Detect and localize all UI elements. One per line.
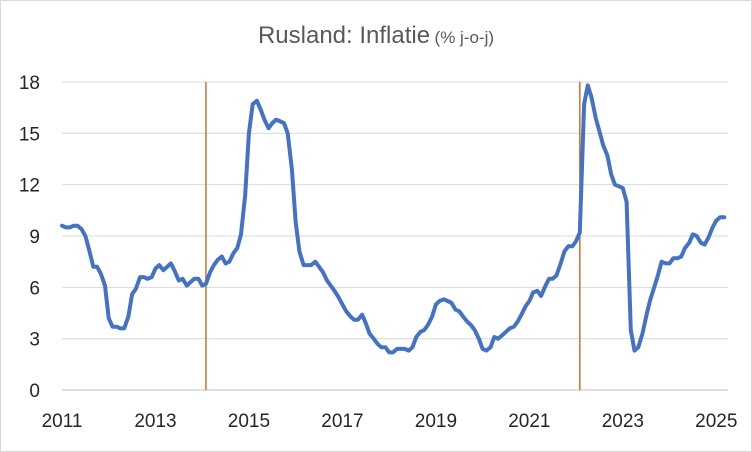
y-tick-label-3: 3 bbox=[29, 330, 40, 351]
y-tick-label-15: 15 bbox=[19, 124, 40, 145]
y-tick-label-0: 0 bbox=[29, 381, 40, 402]
x-tick-label-2017: 2017 bbox=[321, 411, 363, 432]
series-layer bbox=[60, 83, 727, 355]
x-tick-label-2023: 2023 bbox=[602, 411, 644, 432]
x-tick-label-2015: 2015 bbox=[228, 411, 270, 432]
x-tick-label-2019: 2019 bbox=[415, 411, 457, 432]
x-axis-tick-labels: 2011 2013 2015 2017 2019 2021 2023 2025 bbox=[42, 411, 738, 432]
y-axis-tick-labels: 0 3 6 9 12 15 18 bbox=[19, 73, 40, 402]
chart-title-subtitle: (% j-o-j) bbox=[434, 28, 495, 47]
y-tick-label-12: 12 bbox=[19, 176, 40, 197]
x-tick-label-2011: 2011 bbox=[42, 411, 83, 432]
y-tick-label-6: 6 bbox=[29, 278, 40, 299]
x-tick-label-2025: 2025 bbox=[695, 411, 737, 432]
chart-title: Rusland: Inflatie (% j-o-j) bbox=[0, 22, 752, 50]
x-tick-label-2013: 2013 bbox=[134, 411, 176, 432]
y-tick-label-18: 18 bbox=[19, 73, 40, 94]
x-tick-label-2021: 2021 bbox=[508, 411, 550, 432]
chart-title-main: Rusland: Inflatie bbox=[257, 22, 431, 49]
series-line-1 bbox=[60, 83, 727, 355]
y-tick-label-9: 9 bbox=[29, 227, 40, 248]
